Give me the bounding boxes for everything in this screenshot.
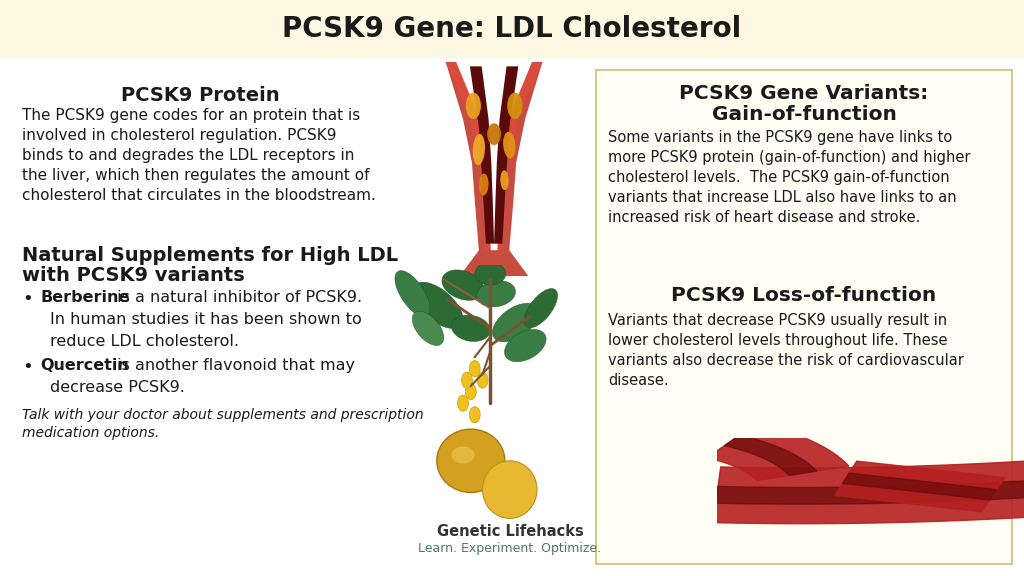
Ellipse shape: [437, 429, 505, 492]
Polygon shape: [707, 423, 849, 480]
Ellipse shape: [466, 93, 481, 119]
Ellipse shape: [395, 271, 430, 317]
Ellipse shape: [501, 170, 509, 190]
Text: Talk with your doctor about supplements and prescription: Talk with your doctor about supplements …: [22, 408, 424, 422]
Ellipse shape: [524, 289, 558, 328]
PathPatch shape: [445, 62, 543, 276]
FancyBboxPatch shape: [596, 70, 1012, 564]
Text: Variants that decrease PCSK9 usually result in: Variants that decrease PCSK9 usually res…: [608, 313, 947, 328]
Text: PCSK9 Gene: LDL Cholesterol: PCSK9 Gene: LDL Cholesterol: [283, 15, 741, 43]
Ellipse shape: [413, 311, 443, 346]
Text: Some variants in the PCSK9 gene have links to: Some variants in the PCSK9 gene have lin…: [608, 130, 952, 145]
Circle shape: [469, 361, 480, 377]
Text: variants that increase LDL also have links to an: variants that increase LDL also have lin…: [608, 190, 956, 205]
Text: involved in cholesterol regulation. PCSK9: involved in cholesterol regulation. PCSK…: [22, 128, 337, 143]
Text: •: •: [22, 358, 33, 376]
Text: binds to and degrades the LDL receptors in: binds to and degrades the LDL receptors …: [22, 148, 354, 163]
Ellipse shape: [475, 262, 506, 285]
Polygon shape: [835, 461, 1005, 512]
Text: more PCSK9 protein (gain-of-function) and higher: more PCSK9 protein (gain-of-function) an…: [608, 150, 971, 165]
Text: is another flavonoid that may: is another flavonoid that may: [112, 358, 355, 373]
Circle shape: [462, 372, 472, 388]
Circle shape: [458, 395, 469, 411]
FancyBboxPatch shape: [0, 0, 1024, 58]
Text: PCSK9 Loss-of-function: PCSK9 Loss-of-function: [672, 286, 937, 305]
Ellipse shape: [452, 315, 490, 342]
Polygon shape: [716, 480, 1024, 504]
Ellipse shape: [482, 461, 537, 518]
Ellipse shape: [479, 173, 488, 195]
Text: medication options.: medication options.: [22, 426, 160, 440]
Text: In human studies it has been shown to: In human studies it has been shown to: [50, 312, 361, 327]
Text: PCSK9 Gene Variants:: PCSK9 Gene Variants:: [679, 84, 929, 103]
PathPatch shape: [470, 66, 518, 244]
Circle shape: [477, 372, 488, 388]
Polygon shape: [843, 473, 996, 500]
Text: reduce LDL cholesterol.: reduce LDL cholesterol.: [50, 334, 239, 349]
PathPatch shape: [445, 62, 490, 250]
Text: Genetic Lifehacks: Genetic Lifehacks: [436, 524, 584, 539]
Ellipse shape: [487, 123, 501, 145]
Text: Gain-of-function: Gain-of-function: [712, 105, 896, 124]
Ellipse shape: [505, 329, 546, 362]
Text: is a natural inhibitor of PCSK9.: is a natural inhibitor of PCSK9.: [112, 290, 362, 305]
Ellipse shape: [477, 281, 515, 307]
Text: PCSK9 Protein: PCSK9 Protein: [121, 86, 280, 105]
Polygon shape: [713, 461, 1024, 524]
Text: increased risk of heart disease and stroke.: increased risk of heart disease and stro…: [608, 210, 921, 225]
Text: the liver, which then regulates the amount of: the liver, which then regulates the amou…: [22, 168, 370, 183]
Circle shape: [465, 384, 476, 400]
Text: Berberine: Berberine: [40, 290, 129, 305]
Ellipse shape: [452, 446, 475, 464]
Ellipse shape: [507, 93, 522, 119]
Text: with PCSK9 variants: with PCSK9 variants: [22, 266, 245, 285]
Ellipse shape: [503, 132, 515, 158]
Text: Learn. Experiment. Optimize.: Learn. Experiment. Optimize.: [419, 542, 601, 555]
Text: decrease PCSK9.: decrease PCSK9.: [50, 380, 185, 395]
Ellipse shape: [493, 303, 539, 342]
Text: disease.: disease.: [608, 373, 669, 388]
Text: Natural Supplements for High LDL: Natural Supplements for High LDL: [22, 246, 398, 265]
Text: •: •: [22, 290, 33, 308]
Text: lower cholesterol levels throughout life. These: lower cholesterol levels throughout life…: [608, 333, 947, 348]
Ellipse shape: [442, 270, 484, 300]
Ellipse shape: [473, 134, 485, 165]
Text: cholesterol that circulates in the bloodstream.: cholesterol that circulates in the blood…: [22, 188, 376, 203]
Polygon shape: [725, 435, 816, 475]
Text: The PCSK9 gene codes for an protein that is: The PCSK9 gene codes for an protein that…: [22, 108, 360, 123]
Text: Quercetin: Quercetin: [40, 358, 129, 373]
Text: variants also decrease the risk of cardiovascular: variants also decrease the risk of cardi…: [608, 353, 964, 368]
Circle shape: [469, 407, 480, 423]
Ellipse shape: [413, 282, 463, 328]
Text: cholesterol levels.  The PCSK9 gain-of-function: cholesterol levels. The PCSK9 gain-of-fu…: [608, 170, 949, 185]
PathPatch shape: [498, 62, 543, 250]
